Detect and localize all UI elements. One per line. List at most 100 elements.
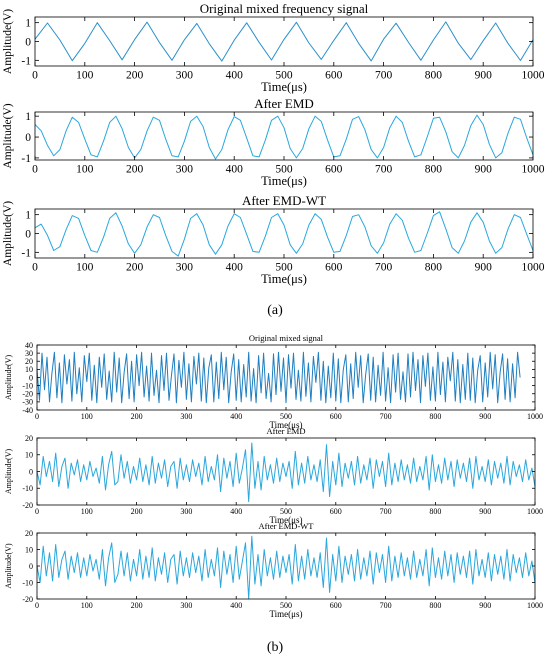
x-tick-label: 100: [76, 164, 94, 176]
y-tick-label: -20: [22, 501, 33, 510]
y-tick-label: 0: [29, 467, 33, 476]
x-tick-label: 600: [325, 262, 343, 274]
y-tick-label: 10: [25, 545, 33, 554]
x-tick-label: 0: [35, 507, 39, 516]
x-tick-label: 500: [275, 70, 293, 82]
x-tick-label: 800: [425, 164, 443, 176]
y-tick-label: 1: [25, 111, 31, 123]
panel-a-label: (a): [267, 303, 283, 318]
x-tick-label: 800: [429, 601, 441, 610]
x-tick-label: 600: [330, 507, 342, 516]
x-tick-label: 500: [275, 262, 293, 274]
x-tick-label: 800: [425, 70, 443, 82]
y-tick-label: -1: [21, 55, 31, 67]
x-axis-label: Time(μs): [261, 272, 307, 286]
signal-line: [36, 351, 521, 404]
y-tick-label: 0: [25, 132, 31, 144]
x-tick-label: 300: [180, 507, 192, 516]
y-tick-label: -1: [21, 247, 31, 259]
y-tick-label: -10: [22, 484, 33, 493]
x-tick-label: 800: [429, 507, 441, 516]
chart-title: After EMD-WT: [259, 521, 315, 531]
y-tick-label: -40: [22, 406, 33, 415]
x-tick-label: 1000: [522, 70, 545, 82]
x-tick-label: 600: [325, 164, 343, 176]
chart-panel-1: Original mixed frequency signal 0 100 200 30…: [2, 1, 545, 94]
chart-title: After EMD: [254, 96, 314, 111]
signal-line: [34, 211, 534, 257]
y-tick-label: 20: [25, 529, 33, 538]
x-tick-label: 400: [226, 262, 244, 274]
x-tick-label: 500: [275, 164, 293, 176]
axes-frame: [34, 111, 534, 161]
x-tick-label: 400: [230, 412, 242, 421]
y-tick-label: 0: [25, 37, 31, 49]
signal-line: [34, 114, 534, 160]
x-tick-label: 700: [380, 601, 392, 610]
x-tick-label: 500: [280, 412, 292, 421]
x-axis-label: Time(μs): [261, 174, 307, 188]
x-tick-label: 300: [176, 70, 194, 82]
signal-line: [34, 21, 534, 62]
x-tick-label: 300: [180, 412, 192, 421]
x-tick-label: 0: [35, 601, 39, 610]
x-tick-label: 500: [280, 507, 292, 516]
chart-title: After EMD: [267, 426, 306, 436]
x-tick-label: 300: [176, 262, 194, 274]
y-tick-label: 40: [25, 341, 33, 350]
y-tick-label: 0: [29, 373, 33, 382]
x-tick-label: 100: [76, 262, 94, 274]
x-tick-label: 100: [81, 412, 93, 421]
x-tick-label: 800: [425, 262, 443, 274]
axes-frame: [34, 208, 534, 259]
x-tick-label: 400: [230, 507, 242, 516]
x-axis-label: Time(μs): [270, 609, 303, 619]
chart-panel-2: After EMD 0 100 200 300 400 500 600 700 800 900 100…: [2, 96, 545, 188]
x-tick-label: 900: [479, 601, 491, 610]
x-tick-label: 1000: [527, 601, 543, 610]
chart-title: Original mixed frequency signal: [200, 1, 369, 16]
x-tick-label: 900: [479, 507, 491, 516]
x-tick-label: 300: [176, 164, 194, 176]
x-tick-label: 600: [330, 412, 342, 421]
y-tick-label: 20: [25, 434, 33, 443]
axes-frame: [36, 437, 536, 506]
x-tick-label: 800: [429, 412, 441, 421]
y-tick-label: 0: [25, 229, 31, 241]
x-tick-label: 600: [325, 70, 343, 82]
y-axis-label: Amplitude(V): [2, 9, 14, 74]
y-tick-label: 10: [25, 451, 33, 460]
x-tick-label: 400: [230, 601, 242, 610]
chart-panel-6: After EMD-WT0 100 200 300 400 500 600 700 800 900…: [4, 521, 543, 619]
y-tick-label: 20: [25, 357, 33, 366]
y-axis-label: Amplitude(V): [4, 543, 13, 589]
x-tick-label: 1000: [527, 412, 543, 421]
x-tick-label: 0: [32, 262, 38, 274]
x-tick-label: 700: [380, 412, 392, 421]
y-tick-label: -10: [22, 578, 33, 587]
x-tick-label: 0: [32, 164, 38, 176]
x-tick-label: 700: [375, 262, 393, 274]
x-tick-label: 900: [475, 70, 493, 82]
x-tick-label: 900: [479, 412, 491, 421]
x-tick-label: 1000: [522, 164, 545, 176]
x-tick-label: 200: [131, 412, 143, 421]
x-axis-label: Time(μs): [261, 80, 307, 94]
chart-panel-3: After EMD-WT 0 100 200 300 400 500 600 700 800 900…: [2, 193, 545, 286]
x-tick-label: 900: [475, 262, 493, 274]
y-tick-label: 1: [25, 18, 31, 30]
y-tick-label: -20: [22, 595, 33, 604]
signal-line: [36, 442, 536, 503]
y-axis-label: Amplitude(V): [4, 355, 13, 401]
x-tick-label: 600: [330, 601, 342, 610]
y-tick-label: -1: [21, 153, 31, 165]
x-tick-label: 200: [126, 164, 144, 176]
x-tick-label: 700: [380, 507, 392, 516]
x-tick-label: 500: [280, 601, 292, 610]
x-tick-label: 200: [126, 262, 144, 274]
x-tick-label: 200: [126, 70, 144, 82]
x-axis-label: Time(μs): [270, 515, 303, 525]
